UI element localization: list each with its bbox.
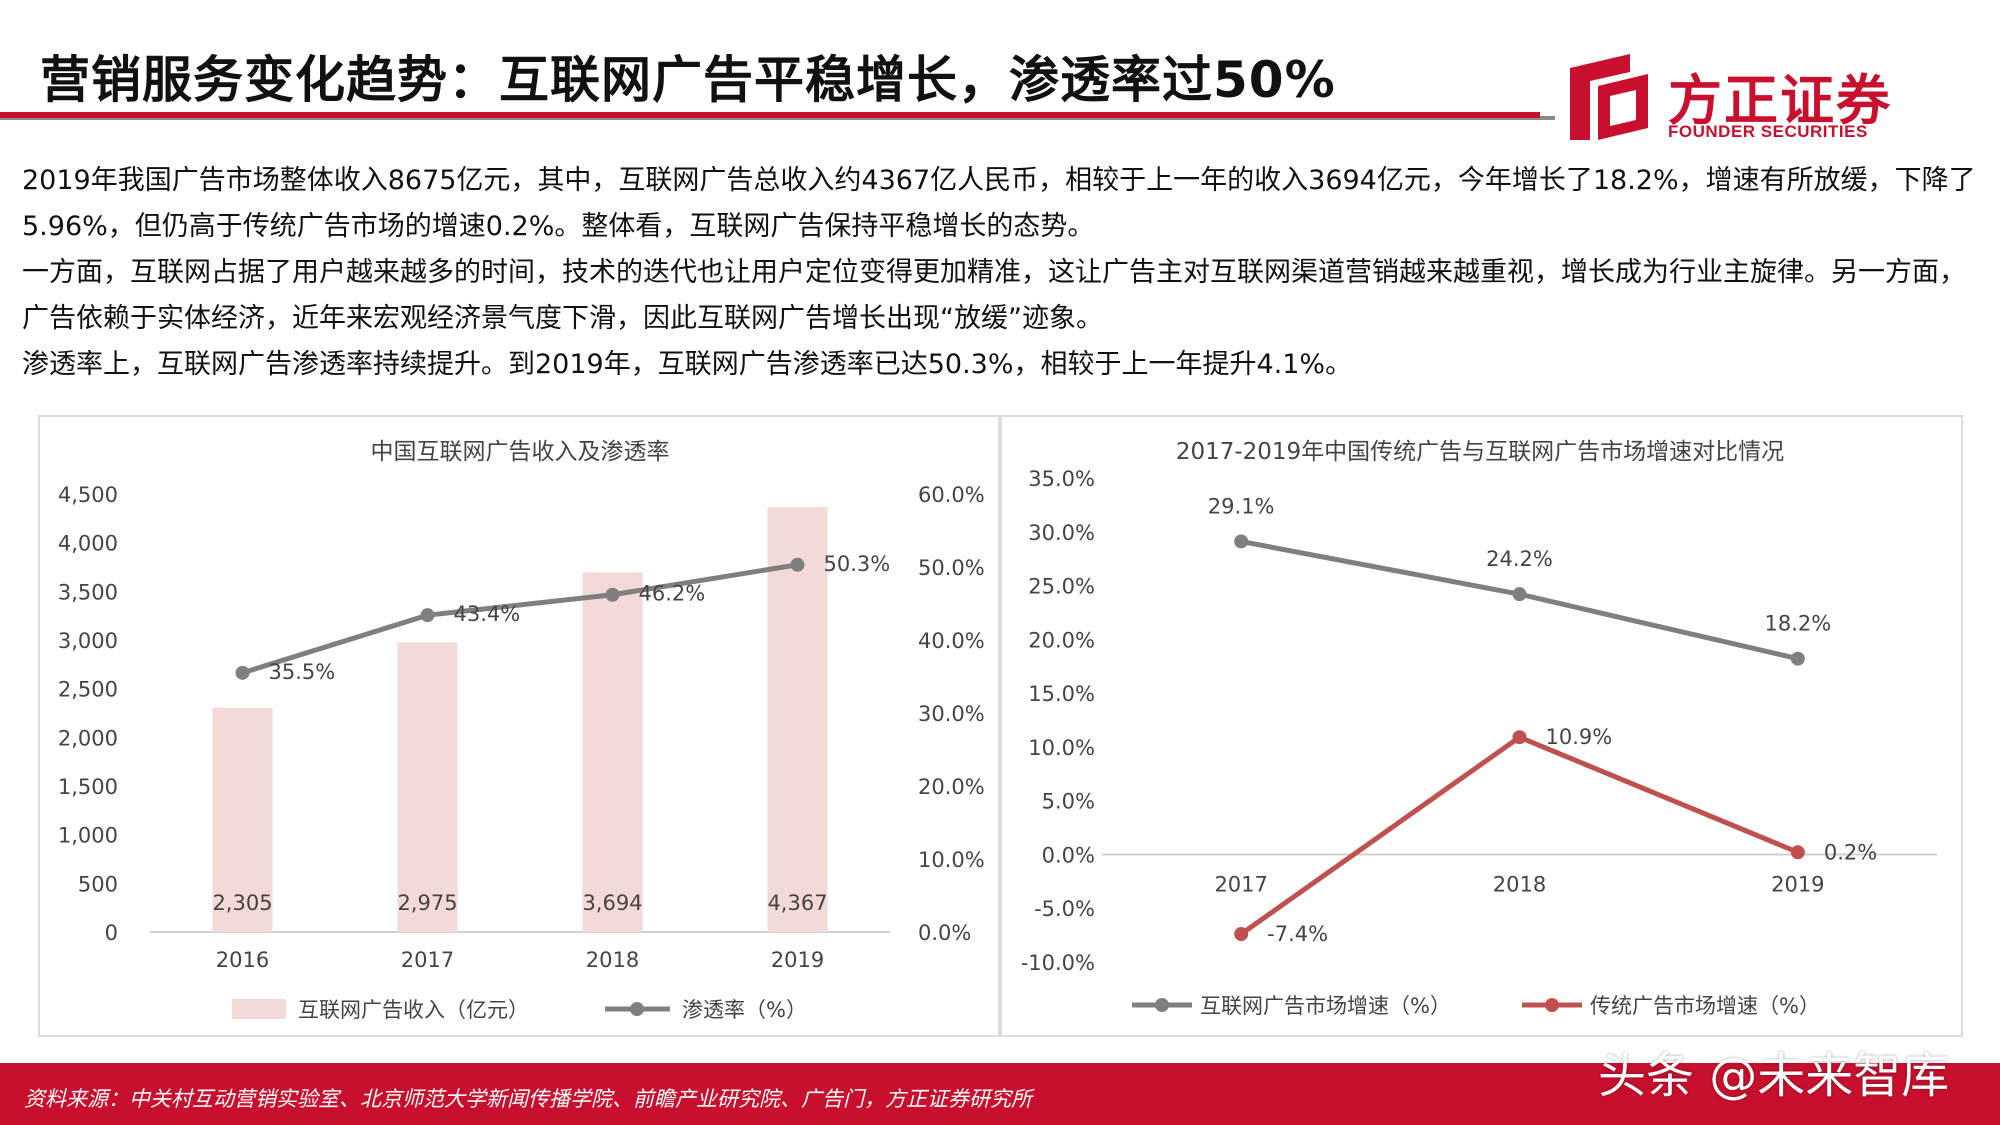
y-tick-label-right: 0.0% (918, 921, 971, 945)
line-data-label: 50.3% (824, 552, 891, 576)
legend-label: 传统广告市场增速（%） (1590, 994, 1820, 1018)
line-point (1512, 587, 1527, 602)
footer-bar (0, 1063, 2000, 1125)
y-tick-label: 5.0% (1042, 790, 1095, 814)
y-tick-label-right: 20.0% (918, 775, 985, 799)
chart-title: 中国互联网广告收入及渗透率 (371, 439, 670, 465)
x-tick-label: 2017 (1214, 872, 1267, 896)
x-tick-label: 2016 (216, 948, 269, 972)
chart-panel-growth: 2017-2019年中国传统广告与互联网广告市场增速对比情况 -10.0% -5.0… (1000, 415, 1963, 1037)
y-tick-label-left: 2,500 (58, 678, 118, 702)
logo-name-cn: 方正证券 (1668, 69, 1892, 132)
y-tick-label-left: 1,500 (58, 775, 118, 799)
y-tick-label-left: 3,500 (58, 580, 118, 604)
line-data-label: 35.5% (269, 660, 336, 684)
y-tick-label: 10.0% (1028, 736, 1095, 760)
legend-swatch-bar (232, 999, 286, 1019)
legend-marker-line (630, 1002, 644, 1016)
y-tick-label: 20.0% (1028, 628, 1095, 652)
revenue-penetration-chart: 中国互联网广告收入及渗透率 0 500 1,000 1,500 2,000 2,500 3,0… (58, 439, 985, 1022)
line-data-label: 29.1% (1208, 494, 1275, 518)
legend-label-line: 渗透率（%） (682, 998, 807, 1022)
y-tick-label-left: 1,000 (58, 824, 118, 848)
line-point (1234, 534, 1249, 549)
body-paragraph: 一方面，互联网占据了用户越来越多的时间，技术的迭代也让用户定位变得更加精准，这让… (22, 257, 1966, 334)
brand-logo: 方正证券 FOUNDER SECURITIES (1570, 54, 1910, 144)
header-rule (0, 112, 1540, 118)
y-tick-label: 0.0% (1042, 843, 1095, 867)
series-line-1 (1239, 734, 1799, 937)
line-point (605, 587, 620, 602)
line-data-label: 18.2% (1764, 612, 1831, 636)
y-tick-label-right: 10.0% (918, 848, 985, 872)
growth-comparison-chart: 2017-2019年中国传统广告与互联网广告市场增速对比情况 -10.0% -5.0… (1021, 439, 1937, 1018)
line-point (1512, 730, 1527, 745)
legend-marker (1155, 998, 1169, 1012)
bar-data-label: 3,694 (582, 891, 642, 915)
bar-data-label: 4,367 (767, 891, 827, 915)
y-tick-label: -10.0% (1021, 951, 1095, 975)
bar (212, 707, 273, 932)
line-data-label: -7.4% (1267, 922, 1328, 946)
line-point (790, 557, 805, 572)
y-tick-label-right: 60.0% (918, 483, 985, 507)
y-tick-label-right: 50.0% (918, 556, 985, 580)
line-point (235, 665, 250, 680)
y-tick-label: -5.0% (1034, 897, 1095, 921)
line-data-label: 0.2% (1824, 840, 1877, 864)
body-paragraph: 2019年我国广告市场整体收入8675亿元，其中，互联网广告总收入约4367亿人… (22, 165, 1976, 242)
y-tick-label: 35.0% (1028, 467, 1095, 491)
y-tick-label: 15.0% (1028, 682, 1095, 706)
bar (767, 506, 828, 932)
line-point (1790, 651, 1805, 666)
y-tick-label-left: 3,000 (58, 629, 118, 653)
line-data-label: 43.4% (454, 602, 521, 626)
watermark: 头条 @未来智库 (1598, 1048, 1950, 1104)
series-line-penetration (241, 562, 798, 676)
header-rule-shadow (0, 116, 1555, 120)
bar-data-label: 2,975 (397, 891, 457, 915)
x-tick-label: 2019 (771, 948, 824, 972)
y-tick-label-left: 4,000 (58, 532, 118, 556)
y-tick-label-right: 30.0% (918, 702, 985, 726)
line-data-label: 24.2% (1486, 547, 1553, 571)
x-tick-label: 2018 (586, 948, 639, 972)
chart-title: 2017-2019年中国传统广告与互联网广告市场增速对比情况 (1176, 439, 1784, 465)
y-tick-label-left: 4,500 (58, 483, 118, 507)
y-tick-label: 25.0% (1028, 575, 1095, 599)
y-tick-label-left: 2,000 (58, 726, 118, 750)
line-point (420, 608, 435, 623)
bar-data-label: 2,305 (212, 891, 272, 915)
body-paragraph: 渗透率上，互联网广告渗透率持续提升。到2019年，互联网广告渗透率已达50.3%… (22, 349, 1353, 380)
y-tick-label-left: 500 (78, 872, 118, 896)
line-data-label: 10.9% (1546, 725, 1613, 749)
legend-marker (1545, 998, 1559, 1012)
bar (397, 642, 458, 932)
legend-label: 互联网广告市场增速（%） (1200, 994, 1451, 1018)
founder-logo-icon (1570, 54, 1648, 140)
page-title: 营销服务变化趋势：互联网广告平稳增长，渗透率过50% (40, 51, 1336, 109)
x-tick-label: 2017 (401, 948, 454, 972)
legend-label-bar: 互联网广告收入（亿元） (298, 998, 529, 1022)
chart-panel-revenue: 中国互联网广告收入及渗透率 0 500 1,000 1,500 2,000 2,500 3,0… (38, 415, 1000, 1037)
line-data-label: 46.2% (639, 582, 706, 606)
bar (582, 572, 643, 932)
line-point (1234, 927, 1249, 942)
y-tick-label-left: 0 (105, 921, 118, 945)
line-point (1790, 845, 1805, 860)
footer-source: 资料来源：中关村互动营销实验室、北京师范大学新闻传播学院、前瞻产业研究院、广告门… (24, 1087, 1032, 1111)
y-tick-label-right: 40.0% (918, 629, 985, 653)
y-tick-label: 30.0% (1028, 521, 1095, 545)
x-tick-label: 2019 (1771, 872, 1824, 896)
body-text: 2019年我国广告市场整体收入8675亿元，其中，互联网广告总收入约4367亿人… (22, 158, 1982, 388)
x-tick-label: 2018 (1493, 872, 1546, 896)
logo-name-en: FOUNDER SECURITIES (1668, 122, 1868, 141)
